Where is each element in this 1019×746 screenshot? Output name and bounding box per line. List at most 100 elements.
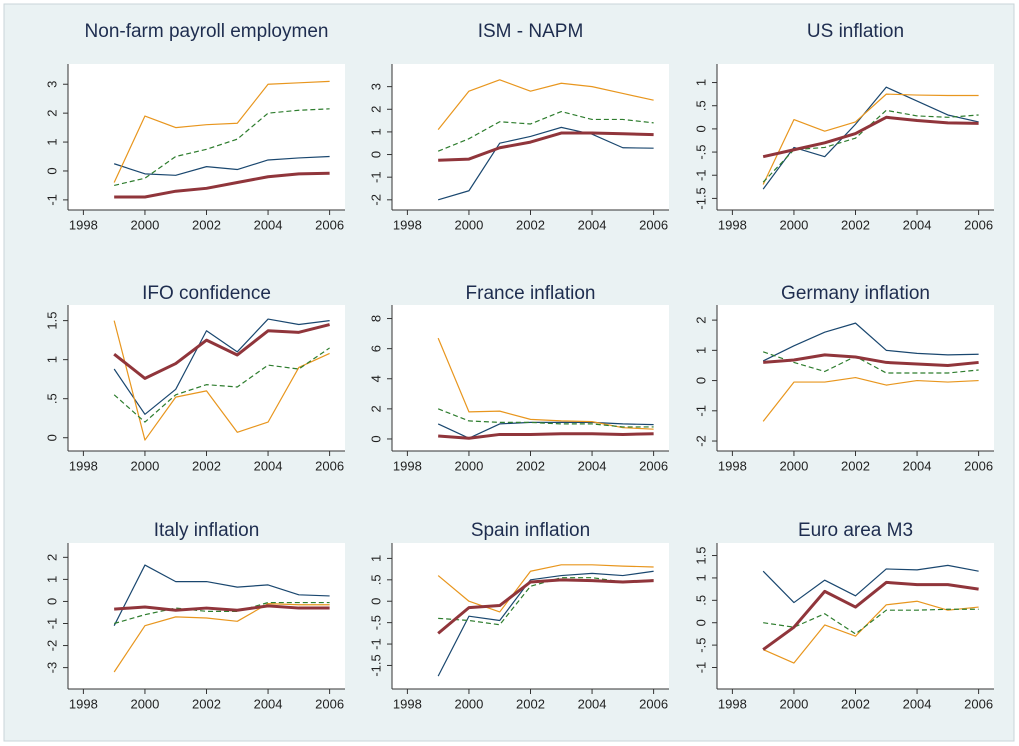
y-tick-label: 0 — [368, 598, 383, 605]
series-line — [437, 570, 654, 677]
panel-title: Germany inflation — [781, 283, 930, 304]
series-line — [762, 376, 979, 422]
y-tick-label: -2 — [44, 640, 59, 652]
x-tick-label: 2000 — [454, 458, 483, 473]
x-tick-label: 2004 — [578, 217, 607, 232]
x-tick-label: 1998 — [69, 458, 98, 473]
panel-title: Italy inflation — [154, 520, 260, 541]
x-tick-label: 1998 — [718, 217, 747, 232]
y-tick-label: 0 — [693, 377, 708, 384]
series-line — [437, 578, 654, 635]
y-tick-label: 1 — [44, 138, 59, 145]
x-tick-label: 2002 — [841, 217, 870, 232]
y-tick-label: 3 — [44, 81, 59, 88]
series-line — [763, 608, 979, 635]
panel-title: IFO confidence — [142, 283, 271, 304]
y-tick-label: 2 — [44, 554, 59, 561]
x-tick-label: 2002 — [192, 458, 221, 473]
x-tick-label: 2006 — [964, 696, 993, 711]
x-tick-label: 2004 — [254, 217, 283, 232]
x-tick-label: 1998 — [69, 696, 98, 711]
x-tick-label: 1998 — [393, 217, 422, 232]
x-tick-label: 2002 — [516, 217, 545, 232]
y-tick-label: -1 — [693, 169, 708, 181]
y-tick-label: -1 — [693, 405, 708, 417]
series-line — [438, 131, 654, 162]
x-tick-label: 2000 — [454, 696, 483, 711]
x-tick-label: 2006 — [964, 217, 993, 232]
y-tick-label: -1 — [44, 194, 59, 206]
y-tick-label: -1.5 — [368, 654, 383, 676]
y-tick-label: 6 — [368, 345, 383, 352]
series-line — [114, 171, 330, 199]
y-tick-label: 3 — [368, 83, 383, 90]
series-line — [113, 320, 330, 441]
series-line — [437, 337, 654, 430]
x-tick-label: 2004 — [903, 696, 932, 711]
y-tick-label: 1.5 — [44, 312, 59, 330]
x-tick-label: 2000 — [779, 696, 808, 711]
x-tick-label: 2000 — [130, 458, 159, 473]
series-line — [762, 322, 979, 362]
series-line — [762, 115, 979, 159]
y-tick-label: -1.5 — [693, 187, 708, 209]
x-tick-label: 2004 — [254, 458, 283, 473]
y-tick-label: 1 — [368, 555, 383, 562]
panel-title: ISM - NAPM — [478, 21, 584, 42]
y-tick-label: 1 — [44, 356, 59, 363]
x-tick-label: 2006 — [315, 217, 344, 232]
x-tick-label: 2006 — [964, 458, 993, 473]
x-tick-label: 2006 — [639, 696, 668, 711]
y-tick-label: 1.5 — [693, 547, 708, 565]
y-tick-label: 0 — [44, 167, 59, 174]
y-tick-label: 1 — [44, 576, 59, 583]
x-tick-label: 2002 — [192, 217, 221, 232]
plot-area — [717, 64, 994, 210]
series-line — [762, 564, 979, 604]
y-tick-label: 0 — [693, 619, 708, 626]
x-tick-label: 1998 — [718, 696, 747, 711]
plot-area — [68, 543, 345, 689]
series-line — [437, 421, 654, 439]
y-tick-label: 0 — [368, 435, 383, 442]
series-line — [113, 80, 330, 183]
plot-area — [68, 305, 345, 451]
panel-title: Euro area M3 — [798, 520, 913, 541]
series-line — [763, 353, 979, 367]
y-tick-label: -1 — [693, 662, 708, 674]
plot-area — [717, 543, 994, 689]
series-line — [438, 577, 654, 626]
panel-title: Spain inflation — [471, 520, 590, 541]
y-tick-label: 1 — [693, 347, 708, 354]
y-tick-label: 4 — [368, 375, 383, 382]
series-line — [113, 603, 330, 673]
y-tick-label: 0 — [44, 434, 59, 441]
x-tick-label: 2004 — [578, 458, 607, 473]
x-tick-label: 2002 — [841, 696, 870, 711]
y-tick-label: -.5 — [368, 615, 383, 630]
series-line — [437, 126, 654, 201]
x-tick-label: 2004 — [254, 696, 283, 711]
y-tick-label: 0 — [368, 151, 383, 158]
series-line — [113, 155, 330, 176]
series-line — [113, 564, 330, 626]
panel-title: Non-farm payroll employmen — [85, 21, 329, 42]
x-tick-label: 2000 — [130, 696, 159, 711]
series-line — [114, 604, 330, 612]
y-tick-label: 0 — [693, 125, 708, 132]
y-tick-label: -.5 — [693, 638, 708, 653]
panel-title: US inflation — [807, 21, 904, 42]
series-line — [762, 351, 979, 374]
y-tick-label: 8 — [368, 315, 383, 322]
series-line — [113, 318, 330, 415]
x-tick-label: 2000 — [454, 217, 483, 232]
x-tick-label: 1998 — [718, 458, 747, 473]
x-tick-label: 2002 — [516, 696, 545, 711]
y-tick-label: 2 — [693, 316, 708, 323]
y-tick-label: .5 — [693, 595, 708, 606]
y-tick-label: 2 — [44, 110, 59, 117]
y-tick-label: .5 — [44, 393, 59, 404]
y-tick-label: .5 — [368, 574, 383, 585]
series-line — [762, 580, 979, 651]
